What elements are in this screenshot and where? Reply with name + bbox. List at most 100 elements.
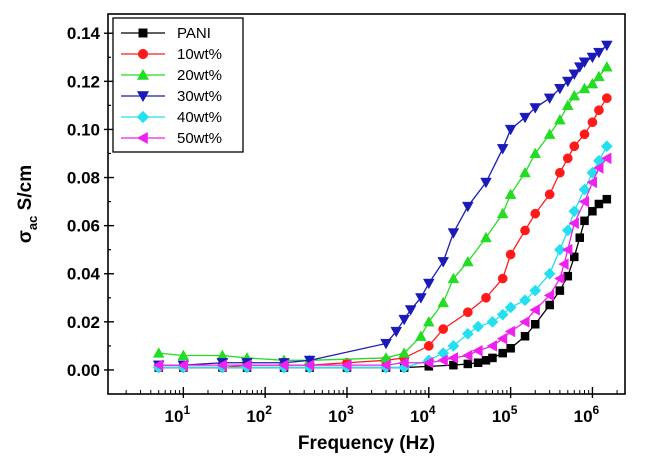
data-point-pani [463, 359, 473, 369]
data-point-30wt [568, 69, 581, 81]
data-point-40wt [600, 140, 613, 153]
data-point-10wt [438, 324, 449, 334]
data-point-40wt [543, 267, 556, 280]
y-tick-label: 0.12 [67, 72, 100, 91]
data-point-20wt [568, 89, 581, 101]
data-point-50wt [519, 316, 530, 328]
data-point-pani [488, 353, 497, 363]
data-point-10wt [497, 273, 508, 284]
data-point-30wt [561, 76, 574, 88]
data-point-50wt [543, 289, 555, 302]
data-point-50wt [341, 359, 352, 371]
plot-frame [107, 13, 626, 395]
series-line-50wt [158, 157, 608, 366]
data-point-50wt [241, 359, 252, 371]
x-tick-label: 104 [410, 403, 436, 426]
data-point-pani [473, 358, 483, 367]
data-point-pani [602, 194, 612, 204]
data-point-20wt [496, 207, 509, 219]
data-point-30wt [462, 201, 474, 213]
data-point-pani [563, 271, 573, 281]
data-point-20wt [422, 315, 435, 327]
legend-marker [138, 28, 148, 38]
data-point-10wt [601, 93, 612, 104]
data-point-30wt [447, 228, 460, 239]
legend-marker [136, 110, 150, 124]
data-point-20wt [504, 188, 517, 199]
data-point-20wt [177, 349, 190, 361]
data-point-40wt [461, 327, 474, 340]
data-point-pani [555, 286, 565, 295]
legend-entry-10wt: 10wt% [121, 46, 222, 63]
legend-label: 30wt% [177, 88, 222, 105]
data-point-pani [588, 206, 597, 216]
x-tick-label: 102 [246, 403, 272, 426]
series-40wt [152, 140, 613, 374]
data-point-pani [570, 252, 579, 262]
y-tick-label: 0.06 [67, 217, 100, 236]
data-point-30wt [415, 293, 427, 304]
data-point-50wt [152, 359, 164, 371]
data-point-40wt [447, 339, 460, 352]
y-axis-title: σac S/cm [15, 165, 40, 243]
data-point-40wt [553, 243, 566, 256]
data-point-20wt [593, 70, 605, 82]
data-point-30wt [480, 177, 492, 189]
data-point-40wt [568, 205, 581, 218]
legend-label: 10wt% [177, 46, 222, 63]
data-point-pani [580, 216, 589, 226]
data-point-20wt [480, 231, 492, 243]
data-point-30wt [573, 62, 586, 73]
data-point-40wt [486, 315, 499, 328]
data-point-10wt [569, 141, 580, 152]
data-point-10wt [555, 167, 565, 178]
series-layer [152, 40, 613, 374]
data-point-50wt [529, 303, 540, 316]
legend-entry-30wt: 30wt% [121, 88, 222, 105]
legend-marker [136, 131, 148, 145]
data-point-10wt [423, 341, 434, 351]
legend-box [112, 17, 244, 153]
legend-marker [137, 48, 149, 60]
data-point-40wt [496, 308, 509, 321]
data-point-40wt [472, 320, 485, 333]
data-point-pani [531, 320, 540, 329]
data-point-30wt [601, 40, 613, 52]
data-point-10wt [462, 307, 473, 318]
legend-marker [136, 91, 150, 103]
series-line-40wt [158, 145, 608, 369]
data-point-50wt [496, 332, 508, 345]
data-point-20wt [152, 347, 165, 358]
legend-label: PANI [177, 25, 211, 42]
legend-entry-20wt: 20wt% [121, 67, 222, 84]
y-axis-title-subscript: ac [25, 216, 40, 230]
x-axis-title: Frequency (Hz) [298, 433, 435, 454]
data-point-50wt [600, 152, 612, 165]
data-point-50wt [486, 340, 498, 352]
data-point-20wt [447, 272, 460, 284]
data-point-50wt [278, 359, 289, 371]
legend-label: 50wt% [177, 130, 222, 147]
x-tick-label: 106 [574, 403, 600, 426]
y-tick-label: 0.04 [67, 265, 101, 284]
data-point-pani [506, 344, 515, 353]
x-tick-label: 101 [165, 403, 191, 426]
data-point-20wt [543, 128, 556, 139]
data-point-50wt [447, 352, 459, 364]
data-point-30wt [496, 144, 509, 155]
data-point-pani [498, 348, 507, 358]
series-50wt [152, 152, 612, 371]
data-point-50wt [558, 258, 569, 270]
data-point-30wt [398, 314, 410, 326]
data-point-50wt [177, 359, 188, 371]
legend-label: 40wt% [177, 109, 222, 126]
data-point-50wt [422, 356, 434, 369]
data-point-50wt [216, 359, 227, 371]
data-point-30wt [554, 83, 566, 95]
y-tick-label: 0.10 [67, 120, 100, 139]
data-point-50wt [553, 272, 565, 285]
data-point-30wt [437, 257, 450, 268]
data-point-30wt [519, 112, 531, 124]
data-point-10wt [505, 249, 516, 260]
